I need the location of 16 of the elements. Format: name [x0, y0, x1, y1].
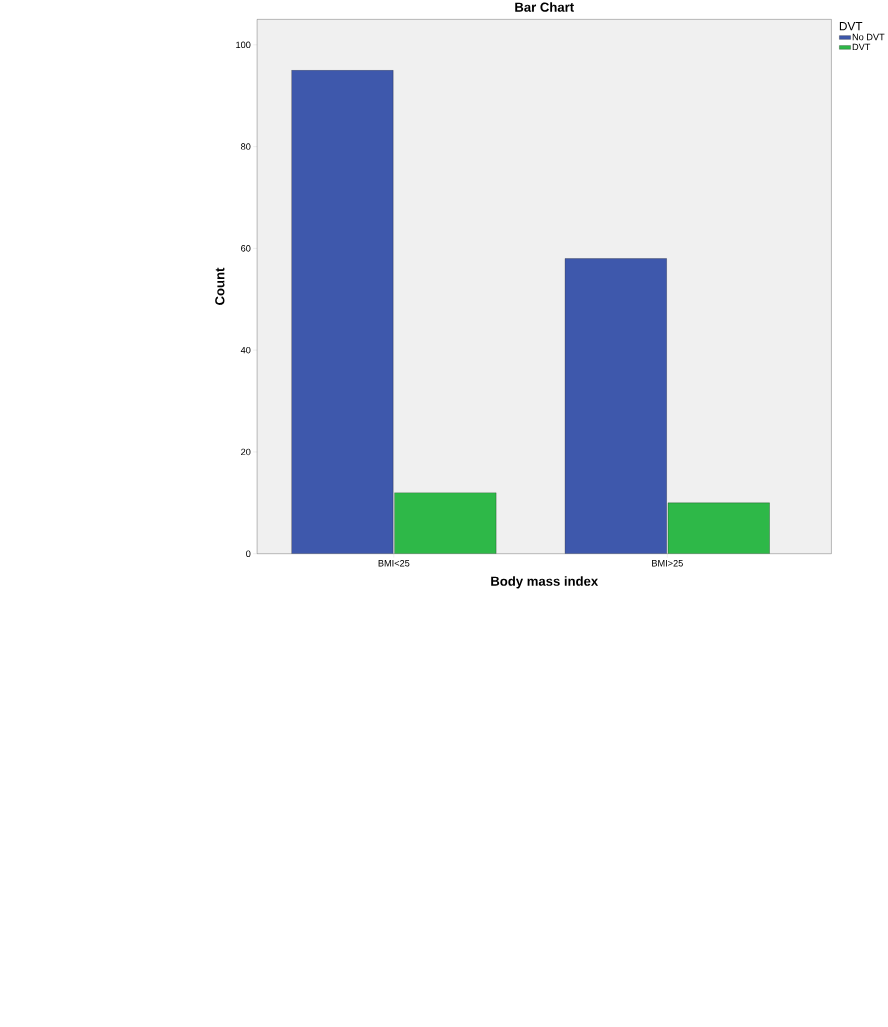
legend-title: DVT	[839, 22, 863, 31]
legend-label: DVT	[852, 43, 871, 51]
legend-label: No DVT	[852, 33, 885, 41]
x-tick-label: BMI<25	[378, 559, 410, 567]
y-tick-label: 80	[241, 143, 251, 150]
y-tick-label: 0	[246, 550, 251, 557]
chart-title: Bar Chart	[515, 2, 574, 12]
bar	[564, 258, 667, 554]
x-tick-label: BMI>25	[652, 559, 683, 567]
y-axis-title: Count	[215, 267, 225, 305]
y-tick-label: 60	[241, 245, 251, 252]
y-tick-label: 100	[236, 41, 251, 49]
y-tick-label: 40	[240, 346, 251, 354]
bar	[291, 70, 394, 554]
x-axis-title: Body mass index	[491, 576, 599, 589]
y-tick-label: 20	[241, 448, 251, 456]
